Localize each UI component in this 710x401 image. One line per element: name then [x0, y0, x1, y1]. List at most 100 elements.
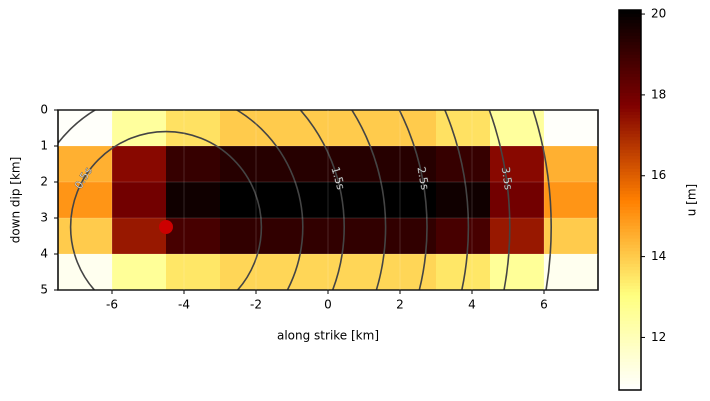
colorbar-strip [619, 127, 641, 131]
colorbar-strip [619, 143, 641, 147]
contour-line [488, 110, 511, 290]
colorbar-strip [619, 73, 641, 77]
contour-line [58, 110, 304, 290]
colorbar-strip [619, 257, 641, 261]
contours [58, 110, 552, 290]
contour-label: 3.5s [499, 166, 515, 191]
colorbar-strip [619, 231, 641, 236]
cell [112, 218, 167, 255]
colorbar-strip [619, 117, 641, 122]
colorbar-strip [619, 260, 641, 264]
colorbar-strip [619, 114, 641, 119]
colorbar-strip [619, 120, 641, 125]
colorbar-strip [619, 377, 641, 381]
colorbar-strip [619, 310, 641, 315]
colorbar-strip [619, 288, 641, 293]
colorbar-strip [619, 326, 641, 331]
colorbar-strip [619, 168, 641, 172]
colorbar-strip [619, 225, 641, 229]
colorbar-strip [619, 329, 641, 334]
colorbar-strip [619, 336, 641, 340]
colorbar-strip [619, 352, 641, 356]
cell [328, 182, 383, 219]
colorbar-strip [619, 105, 641, 109]
cell [58, 110, 113, 147]
colorbar-strip [619, 241, 641, 245]
cell [112, 182, 167, 219]
cell [274, 182, 329, 219]
colorbar-strip [619, 212, 641, 217]
colorbar-strip [619, 250, 641, 255]
colorbar-strip [619, 323, 641, 328]
cell [166, 182, 221, 219]
colorbar-strip [619, 38, 641, 43]
cell [58, 182, 113, 219]
colorbar-tick-label: 14 [651, 249, 666, 263]
y-tick-label: 0 [40, 103, 48, 117]
colorbar-strip [619, 298, 641, 302]
colorbar-strip [619, 139, 641, 144]
colorbar-strip [619, 60, 641, 65]
colorbar-strip [619, 345, 641, 350]
cell [166, 146, 221, 183]
colorbar-strip [619, 44, 641, 49]
cell [220, 110, 275, 147]
colorbar-strip [619, 48, 641, 52]
colorbar-strip [619, 29, 641, 33]
cell [544, 254, 599, 291]
x-tick-label: 4 [468, 298, 476, 312]
x-tick-label: 2 [396, 298, 404, 312]
colorbar-strip [619, 54, 641, 58]
colorbar-strip [619, 333, 641, 337]
colorbar-strip [619, 82, 641, 87]
colorbar-strip [619, 25, 641, 30]
cell [490, 218, 545, 255]
y-tick-label: 2 [40, 175, 48, 189]
cell [382, 110, 437, 147]
colorbar-label: u [m] [685, 184, 699, 216]
y-tick-label: 1 [40, 139, 48, 153]
cell [436, 218, 491, 255]
cell [490, 254, 545, 291]
colorbar-strip [619, 181, 641, 185]
cell [220, 218, 275, 255]
colorbar-strip [619, 149, 641, 153]
colorbar-strip [619, 10, 641, 14]
heatmap [58, 110, 599, 291]
contour-line [299, 110, 345, 290]
colorbar-strip [619, 76, 641, 81]
colorbar-strip [619, 177, 641, 182]
colorbar-strip [619, 383, 641, 388]
colorbar-strip [619, 269, 641, 274]
colorbar-strip [619, 272, 641, 277]
contour-label: 1.5s [329, 165, 348, 191]
colorbar-strip [619, 193, 641, 198]
colorbar-tick-label: 12 [651, 330, 666, 344]
cell [544, 146, 599, 183]
colorbar-strip [619, 301, 641, 305]
colorbar-strip [619, 130, 641, 134]
x-tick-label: -4 [178, 298, 190, 312]
colorbar-strip [619, 51, 641, 55]
colorbar-strip [619, 86, 641, 90]
colorbar-strip [619, 253, 641, 258]
colorbar-strip [619, 339, 641, 343]
colorbar-tick-label: 16 [651, 168, 666, 182]
cell [328, 254, 383, 291]
colorbar-strip [619, 282, 641, 286]
colorbar-strip [619, 190, 641, 195]
colorbar-strip [619, 355, 641, 359]
colorbar-strip [619, 234, 641, 239]
cell [382, 146, 437, 183]
colorbar-strip [619, 206, 641, 210]
x-tick-label: -6 [106, 298, 118, 312]
x-tick-label: -2 [250, 298, 262, 312]
cell [58, 254, 113, 291]
cell [328, 218, 383, 255]
colorbar-strip [619, 95, 641, 100]
colorbar-strip [619, 108, 641, 112]
cell [220, 254, 275, 291]
colorbar-strip [619, 238, 641, 242]
colorbar-strip [619, 133, 641, 138]
colorbar-strip [619, 41, 641, 46]
